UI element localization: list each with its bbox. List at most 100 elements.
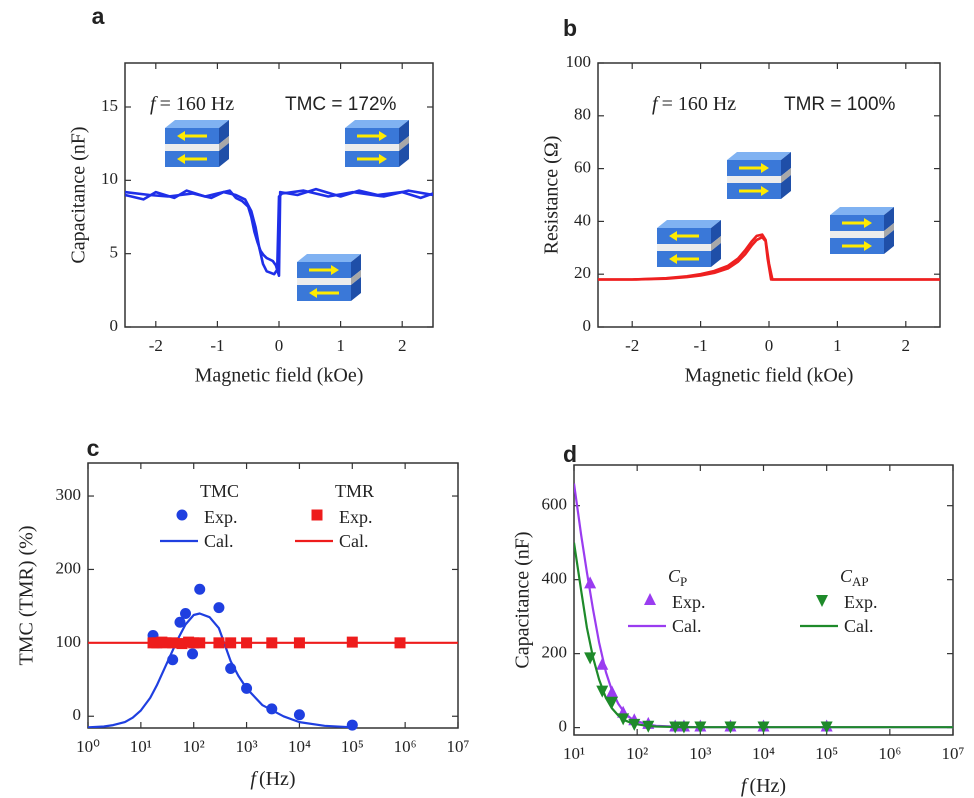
annotation: TMR = 100%	[784, 94, 896, 115]
y-tick-label: 200	[56, 558, 82, 577]
marker	[816, 595, 828, 607]
panel-letter: c	[87, 435, 100, 461]
y-tick-label: 80	[574, 105, 591, 124]
icon-top	[727, 152, 791, 160]
legend-title-main: C	[840, 566, 853, 586]
legend-label: Exp.	[339, 507, 373, 527]
x-axis-unit: (Hz)	[749, 775, 786, 797]
x-tick-label: -1	[694, 336, 708, 355]
marker	[606, 696, 619, 709]
annotation-text: = 160 Hz	[662, 93, 737, 115]
marker	[213, 602, 225, 614]
icon-side	[219, 143, 229, 167]
marker	[174, 616, 186, 628]
x-tick-label: 10¹	[563, 744, 585, 763]
y-axis-label: Capacitance (nF)	[68, 126, 90, 263]
icon-arrow-head	[669, 231, 677, 241]
annotation: f = 160 Hz	[652, 93, 736, 115]
y-tick-label: 10	[101, 169, 118, 188]
legend-label: Cal.	[204, 531, 234, 551]
x-tick-label: 10²	[626, 744, 648, 763]
annotation: f = 160 Hz	[150, 93, 234, 115]
icon-top	[165, 120, 229, 128]
legend-label: Exp.	[844, 592, 878, 612]
y-tick-label: 15	[101, 96, 118, 115]
icon-face	[165, 144, 219, 151]
x-tick-label: 10³	[236, 737, 258, 756]
marker	[346, 719, 358, 731]
icon-side	[711, 243, 721, 267]
icon-arrow-head	[379, 154, 387, 164]
plot-frame	[87, 462, 459, 729]
y-tick-label: 20	[574, 263, 591, 282]
marker	[187, 648, 199, 660]
icon-arrow-head	[309, 288, 317, 298]
y-axis-label: TMC (TMR) (%)	[16, 526, 38, 666]
y-tick-label: 0	[110, 316, 119, 335]
y-tick-label: 100	[56, 632, 82, 651]
line	[574, 483, 953, 729]
legend-title: TMC	[200, 481, 239, 501]
y-tick-label: 0	[73, 705, 82, 724]
panel-letter: a	[92, 3, 105, 29]
icon-side	[711, 236, 721, 251]
icon-arrow-head	[331, 265, 339, 275]
x-tick-label: 10⁴	[288, 737, 311, 756]
icon-arrow-head	[864, 218, 872, 228]
x-tick-label: 10⁷	[942, 744, 965, 763]
y-tick-label: 5	[110, 243, 119, 262]
x-axis-label: Magnetic field (kOe)	[685, 365, 854, 387]
marker	[644, 593, 656, 605]
x-axis-var: f	[250, 768, 258, 790]
x-axis-label: Magnetic field (kOe)	[195, 365, 364, 387]
icon-face	[657, 244, 711, 251]
line	[88, 612, 353, 728]
icon-face	[297, 278, 351, 285]
icon-side	[781, 175, 791, 199]
marker	[596, 685, 609, 698]
legend-title-sub: AP	[852, 574, 869, 589]
x-tick-label: 1	[336, 336, 345, 355]
annotation-text: = 160 Hz	[160, 93, 235, 115]
x-tick-label: 10⁶	[878, 744, 901, 763]
legend-title: TMR	[335, 481, 374, 501]
y-tick-label: 0	[559, 717, 568, 736]
marker	[176, 509, 188, 521]
legend-label: Cal.	[672, 616, 702, 636]
line	[574, 542, 953, 729]
magnet-stack-icon	[657, 220, 721, 267]
legend-label: Cal.	[339, 531, 369, 551]
icon-arrow-head	[379, 131, 387, 141]
icon-side	[219, 136, 229, 151]
line	[125, 189, 433, 276]
x-tick-label: 10¹	[130, 737, 152, 756]
y-tick-label: 600	[542, 495, 568, 514]
y-tick-label: 200	[542, 643, 568, 662]
x-tick-label: 10⁰	[76, 737, 100, 756]
icon-side	[399, 143, 409, 167]
legend-label: Cal.	[844, 616, 874, 636]
x-tick-label: 10⁴	[752, 744, 775, 763]
x-tick-label: -1	[210, 336, 224, 355]
magnet-stack-icon	[165, 120, 229, 167]
icon-side	[399, 136, 409, 151]
annotation-var: f	[150, 93, 158, 115]
icon-arrow-head	[177, 131, 185, 141]
icon-top	[830, 207, 894, 215]
icon-arrow-head	[177, 154, 185, 164]
y-axis-label: Capacitance (nF)	[512, 531, 534, 668]
icon-arrow-head	[761, 163, 769, 173]
magnet-stack-icon	[297, 254, 361, 301]
y-tick-label: 300	[56, 485, 82, 504]
icon-face	[345, 144, 399, 151]
legend-title: CAP	[840, 566, 869, 589]
legend-label: Exp.	[204, 507, 238, 527]
magnet-stack-icon	[345, 120, 409, 167]
icon-arrow-head	[864, 241, 872, 251]
line	[598, 235, 940, 281]
x-tick-label: -2	[625, 336, 639, 355]
y-axis-label: Resistance (Ω)	[541, 136, 563, 255]
legend-title-sub: P	[680, 574, 687, 589]
